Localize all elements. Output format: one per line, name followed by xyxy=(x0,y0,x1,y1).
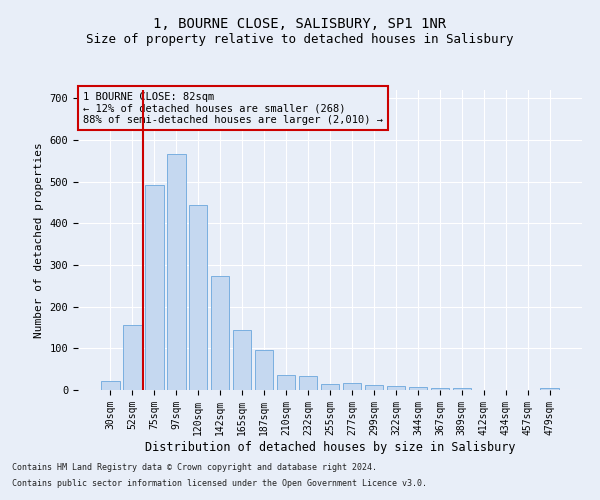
Text: Contains HM Land Registry data © Crown copyright and database right 2024.: Contains HM Land Registry data © Crown c… xyxy=(12,464,377,472)
Bar xyxy=(123,326,142,390)
Bar xyxy=(255,350,274,390)
Bar xyxy=(299,376,317,390)
Bar xyxy=(365,385,383,390)
Bar xyxy=(167,154,185,390)
Bar xyxy=(386,386,405,390)
Bar xyxy=(431,388,449,390)
Bar xyxy=(541,388,559,390)
Text: Size of property relative to detached houses in Salisbury: Size of property relative to detached ho… xyxy=(86,32,514,46)
Bar xyxy=(452,388,471,390)
Bar xyxy=(343,382,361,390)
Y-axis label: Number of detached properties: Number of detached properties xyxy=(34,142,44,338)
Bar xyxy=(189,206,208,390)
Bar xyxy=(277,376,295,390)
Text: Contains public sector information licensed under the Open Government Licence v3: Contains public sector information licen… xyxy=(12,478,427,488)
Bar xyxy=(101,381,119,390)
Text: 1 BOURNE CLOSE: 82sqm
← 12% of detached houses are smaller (268)
88% of semi-det: 1 BOURNE CLOSE: 82sqm ← 12% of detached … xyxy=(83,92,383,124)
Bar xyxy=(145,184,164,390)
X-axis label: Distribution of detached houses by size in Salisbury: Distribution of detached houses by size … xyxy=(145,440,515,454)
Bar xyxy=(409,387,427,390)
Text: 1, BOURNE CLOSE, SALISBURY, SP1 1NR: 1, BOURNE CLOSE, SALISBURY, SP1 1NR xyxy=(154,18,446,32)
Bar xyxy=(320,384,340,390)
Bar xyxy=(211,276,229,390)
Bar xyxy=(233,330,251,390)
